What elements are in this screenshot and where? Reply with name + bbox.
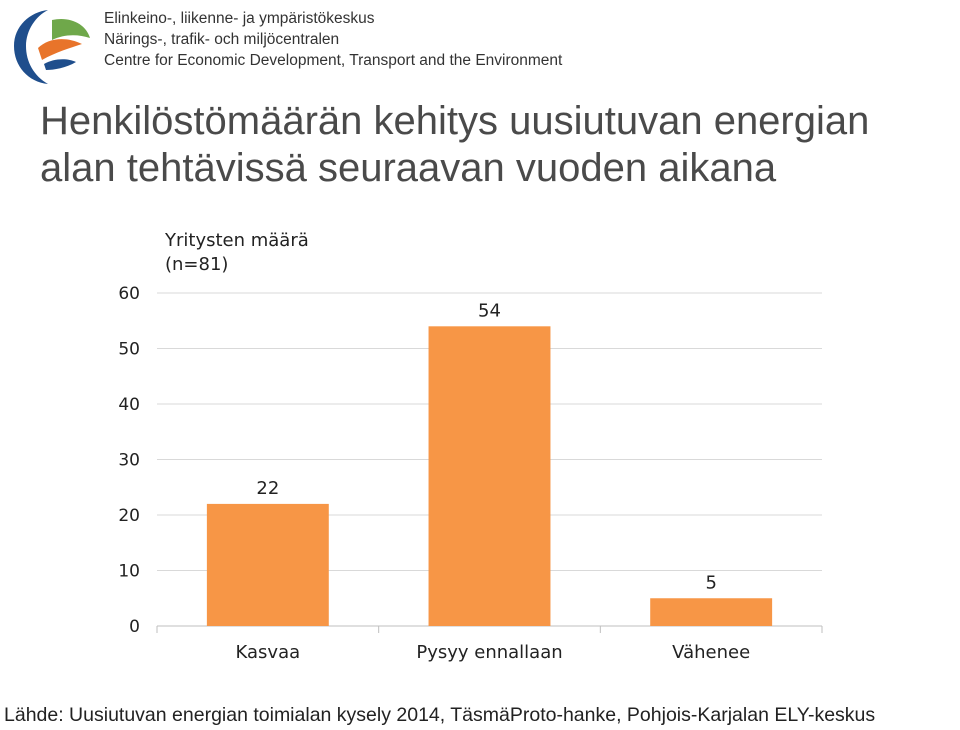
org-line-sv: Närings-, trafik- och miljöcentralen [104,31,340,48]
category-label: Kasvaa [236,642,301,663]
y-tick-label: 30 [118,451,140,471]
org-line-en: Centre for Economic Development, Transpo… [104,52,563,69]
y-tick-label: 0 [129,617,140,637]
data-label: 5 [705,572,716,593]
bar [206,503,329,626]
y-tick-label: 40 [118,395,140,415]
chart-subtitle: Yritysten määrä (n=81) [165,229,309,277]
organization-name: Elinkeino-, liikenne- ja ympäristökeskus… [104,8,562,71]
bar [428,326,551,626]
category-label: Pysyy ennallaan [416,642,562,663]
chart-subtitle-line-1: Yritysten määrä [165,230,309,251]
y-tick-label: 10 [118,562,140,582]
ely-logo-icon [14,10,90,84]
y-tick-label: 20 [118,506,140,526]
bar [650,598,773,626]
source-note: Lähde: Uusiutuvan energian toimialan kys… [4,704,876,726]
category-label: Vähenee [672,642,750,663]
data-label: 54 [478,300,501,321]
y-tick-label: 50 [118,340,140,360]
y-tick-label: 60 [118,284,140,304]
org-line-fi: Elinkeino-, liikenne- ja ympäristökeskus [104,10,375,27]
chart-subtitle-line-2: (n=81) [165,254,229,275]
data-label: 22 [256,478,279,499]
page-title: Henkilöstömäärän kehitys uusiutuvan ener… [40,99,870,190]
